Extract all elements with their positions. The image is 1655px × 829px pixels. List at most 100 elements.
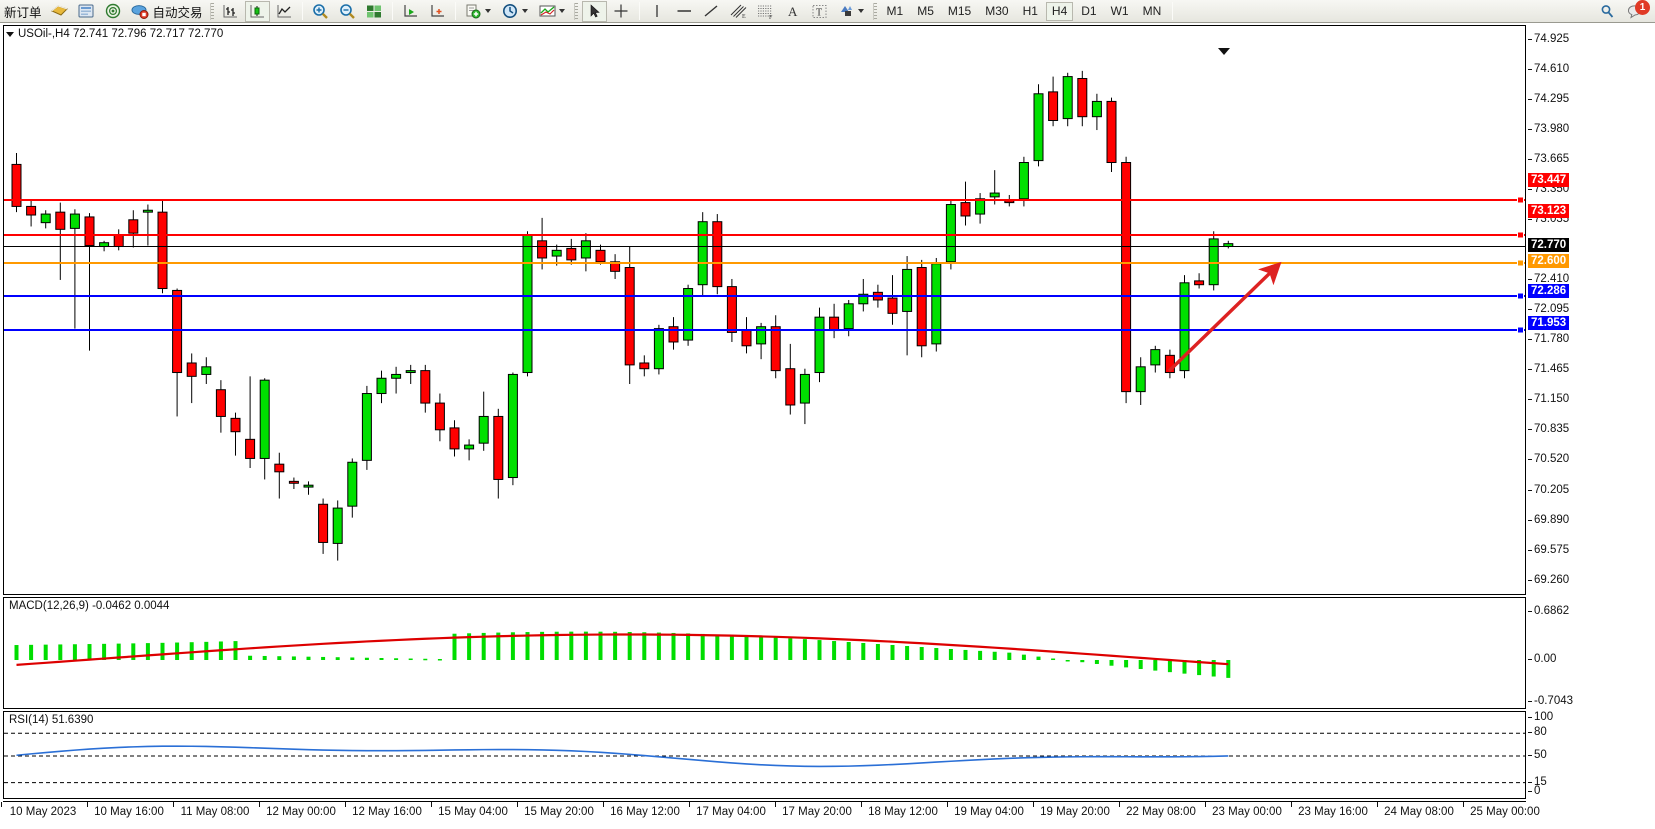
candle-body — [1018, 162, 1029, 200]
time-label-12: 19 May 20:00 — [1040, 806, 1110, 818]
chevron-down-icon[interactable] — [6, 31, 14, 37]
candle-body — [186, 362, 197, 377]
macd-histogram-bar — [919, 647, 924, 660]
price-tick-71780: 71.780 — [1527, 333, 1570, 346]
candlestick-chart-icon[interactable] — [244, 0, 270, 22]
shapes-icon[interactable] — [834, 1, 869, 22]
text-label-icon[interactable]: T — [807, 1, 832, 22]
price-tick-70835: 70.835 — [1527, 423, 1570, 436]
macd-histogram-bar — [1109, 660, 1114, 666]
macd-histogram-bar — [321, 656, 326, 660]
macd-histogram-bar — [408, 658, 413, 661]
candle-body — [113, 234, 124, 248]
price-pane[interactable] — [3, 25, 1526, 595]
level-line-73123[interactable] — [4, 234, 1525, 236]
rsi-scale: 100 80 50 15 0 — [1526, 711, 1655, 799]
crosshair-icon[interactable] — [609, 1, 634, 22]
timeframe-m1[interactable]: M1 — [886, 3, 904, 18]
price-tag-support-lower[interactable]: 71.953 — [1528, 315, 1570, 330]
time-axis[interactable]: 10 May 2023 10 May 16:00 11 May 08:00 12 Ma… — [1, 801, 1540, 825]
svg-text:T: T — [816, 7, 822, 18]
signals-icon[interactable] — [101, 1, 126, 22]
autotrade-button[interactable]: 自动交易 — [128, 1, 206, 22]
bullish-arrow[interactable] — [1159, 256, 1289, 381]
macd-pane[interactable]: MACD(12,26,9) -0.0462 0.0044 — [3, 597, 1526, 709]
level-handle-72286[interactable] — [1517, 292, 1524, 300]
price-scale[interactable]: 74.925 74.610 74.295 73.980 73.665 73.350 73.0… — [1526, 25, 1655, 595]
market-watch-icon[interactable] — [47, 1, 72, 22]
candle-body — [376, 377, 387, 395]
rsi-line — [16, 745, 1229, 768]
timeframe-w1[interactable]: W1 — [1110, 3, 1129, 18]
price-tag-resistance-upper[interactable]: 73.447 — [1528, 173, 1570, 188]
candle-body — [245, 438, 256, 459]
fibonacci-icon[interactable]: F — [753, 1, 778, 22]
candle-body — [668, 326, 679, 343]
notifications-icon[interactable]: 1 — [1623, 0, 1650, 22]
macd-tick-2: -0.7043 — [1527, 695, 1574, 707]
timeframe-d1[interactable]: D1 — [1081, 3, 1097, 18]
macd-histogram-bar — [335, 657, 340, 660]
level-line-71953[interactable] — [4, 329, 1525, 331]
auto-scroll-icon[interactable] — [425, 1, 450, 22]
chart-shift-marker[interactable] — [1218, 48, 1230, 55]
candle-body — [1048, 91, 1059, 122]
current-price-line — [4, 246, 1525, 247]
equidistant-channel-icon[interactable]: E — [726, 1, 751, 22]
timeframe-m5[interactable]: M5 — [917, 3, 934, 18]
macd-histogram-bar — [569, 631, 574, 660]
candlestick-series — [11, 70, 1234, 561]
time-tick — [87, 802, 88, 807]
chevron-down-icon[interactable] — [558, 9, 565, 13]
macd-histogram-bar — [1065, 660, 1070, 662]
macd-histogram-bar — [510, 632, 515, 660]
time-tick — [689, 802, 690, 807]
level-handle-72600[interactable] — [1517, 259, 1524, 267]
price-tag-resistance-lower[interactable]: 73.123 — [1528, 203, 1570, 218]
chart-symbol-header[interactable]: USOil-,H4 72.741 72.796 72.717 72.770 — [6, 28, 223, 40]
templates-icon[interactable] — [535, 1, 570, 22]
time-tick — [345, 802, 346, 807]
shift-end-icon[interactable] — [398, 1, 423, 22]
level-line-72286[interactable] — [4, 295, 1525, 297]
macd-histogram-bar — [43, 644, 48, 660]
candle-body — [989, 192, 1000, 198]
level-handle-73123[interactable] — [1517, 231, 1524, 239]
add-indicator-icon[interactable] — [461, 1, 496, 22]
new-order-button[interactable]: 新订单 — [4, 5, 42, 20]
line-chart-icon[interactable] — [272, 1, 297, 22]
level-line-72600[interactable] — [4, 262, 1525, 264]
chevron-down-icon[interactable] — [484, 9, 491, 13]
timeframe-h4[interactable]: H4 — [1045, 1, 1074, 21]
chart-window: USOil-,H4 72.741 72.796 72.717 72.770 — [0, 23, 1655, 829]
cursor-icon[interactable] — [581, 0, 607, 22]
rsi-pane[interactable]: RSI(14) 51.6390 — [3, 711, 1526, 799]
price-tick-71465: 71.465 — [1527, 363, 1570, 376]
timeframe-m15[interactable]: M15 — [947, 3, 972, 18]
chevron-down-icon[interactable] — [521, 9, 528, 13]
macd-histogram-bar — [890, 644, 895, 660]
timeframe-h1[interactable]: H1 — [1022, 3, 1038, 18]
text-icon[interactable]: A — [780, 1, 805, 22]
vertical-line-icon[interactable] — [645, 1, 670, 22]
tile-windows-icon[interactable] — [362, 1, 387, 22]
zoom-in-icon[interactable] — [308, 1, 333, 22]
horizontal-line-icon[interactable] — [672, 1, 697, 22]
price-tag-support-upper[interactable]: 72.286 — [1528, 283, 1570, 298]
timeframe-m30[interactable]: M30 — [985, 3, 1009, 18]
level-line-73447[interactable] — [4, 199, 1525, 201]
macd-histogram-bar — [554, 631, 559, 660]
candle-body — [1150, 349, 1161, 366]
level-handle-73447[interactable] — [1517, 196, 1524, 204]
period-icon[interactable] — [498, 1, 533, 22]
chevron-down-icon[interactable] — [857, 9, 864, 13]
zoom-out-icon[interactable] — [335, 1, 360, 22]
navigator-icon[interactable] — [74, 1, 99, 22]
price-tag-pivot-level[interactable]: 72.600 — [1528, 253, 1570, 268]
bar-chart-icon[interactable] — [218, 1, 243, 22]
timeframe-mn[interactable]: MN — [1142, 3, 1162, 18]
level-handle-71953[interactable] — [1517, 326, 1524, 334]
trendline-icon[interactable] — [699, 1, 724, 22]
search-icon[interactable] — [1595, 1, 1621, 22]
macd-histogram-bar — [394, 658, 399, 660]
